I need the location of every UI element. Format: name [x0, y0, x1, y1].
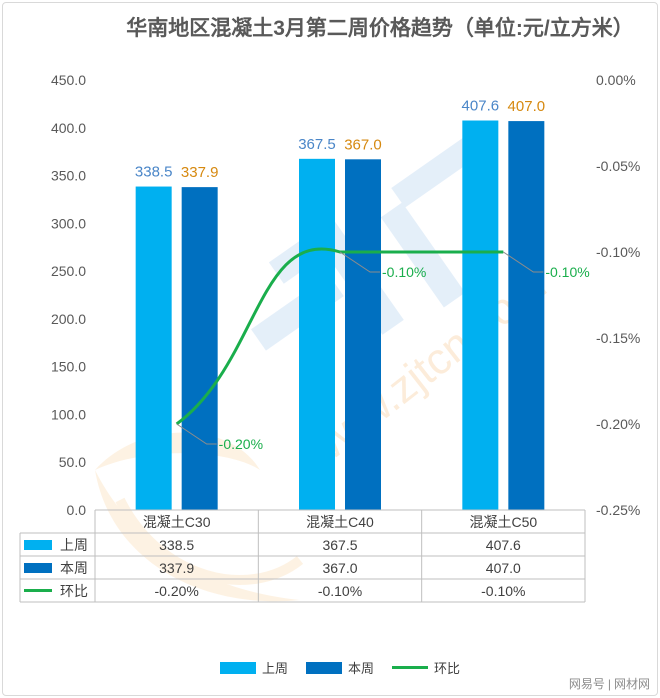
table-cell: 337.9 [159, 560, 194, 576]
table-cell: -0.10% [481, 583, 525, 599]
table-header-cell: 混凝土C30 [143, 514, 211, 530]
table-cell: -0.10% [318, 583, 362, 599]
y-tick-label: 250.0 [51, 263, 86, 279]
bar-value-label: 407.6 [462, 98, 500, 115]
mom-leader-line [176, 423, 217, 445]
legend-item-this-week: 本周 [306, 658, 374, 677]
legend-item-last-week: 上周 [220, 658, 288, 677]
table-legend-swatch [24, 563, 52, 573]
bar-last-week [299, 158, 335, 511]
y-tick-label: 0.0 [67, 502, 87, 518]
y2-tick-label: 0.00% [596, 72, 636, 88]
y-tick-label: 150.0 [51, 359, 86, 375]
bar-this-week [345, 159, 381, 511]
y2-tick-label: -0.25% [596, 502, 640, 518]
y-tick-label: 450.0 [51, 72, 86, 88]
legend-item-mom: 环比 [392, 658, 460, 677]
mom-value-label: -0.20% [219, 436, 263, 452]
table-legend-swatch [24, 540, 52, 550]
table-row-name: 环比 [60, 583, 88, 599]
mom-value-label: -0.10% [382, 264, 426, 280]
bar-value-label: 338.5 [135, 164, 173, 181]
legend-swatch-this-week [306, 661, 343, 674]
bar-value-label: 367.0 [344, 136, 382, 153]
y2-tick-label: -0.20% [596, 416, 640, 432]
mom-value-label: -0.10% [545, 264, 589, 280]
y-tick-label: 50.0 [59, 454, 86, 470]
y-tick-label: 100.0 [51, 406, 86, 422]
bar-last-week [462, 120, 499, 510]
legend-label-last-week: 上周 [262, 661, 289, 676]
table-cell: 338.5 [159, 537, 194, 553]
mom-leader-line [339, 251, 380, 273]
footer-left: 网易号 [568, 677, 605, 691]
table-cell: -0.20% [154, 583, 198, 599]
y-tick-label: 300.0 [51, 215, 86, 231]
legend-label-mom: 环比 [434, 661, 461, 676]
table-legend-swatch [24, 589, 52, 592]
table-header-cell: 混凝土C50 [469, 514, 537, 530]
y-tick-label: 350.0 [51, 168, 86, 184]
bar-this-week [181, 187, 218, 510]
table-cell: 367.5 [322, 537, 357, 553]
footer-right: 网材网 [613, 677, 650, 691]
bar-value-label: 367.5 [298, 136, 336, 153]
y2-tick-label: -0.10% [596, 244, 640, 260]
chart-title: 华南地区混凝土3月第二周价格趋势（单位:元/立方米） [126, 17, 634, 40]
table-cell: 407.0 [486, 560, 521, 576]
bar-this-week [508, 121, 545, 510]
table-cell: 407.6 [486, 537, 521, 553]
y2-tick-label: -0.05% [596, 158, 640, 174]
y-tick-label: 400.0 [51, 120, 86, 136]
legend-label-this-week: 本周 [348, 661, 375, 676]
y-tick-label: 200.0 [51, 311, 86, 327]
legend-swatch-last-week [220, 661, 256, 674]
bar-value-label: 407.0 [508, 98, 546, 115]
mom-leader-line [503, 251, 544, 273]
mom-line [175, 247, 504, 426]
bar-value-label: 337.9 [181, 164, 219, 181]
table-cell: 367.0 [322, 560, 357, 576]
bar-last-week [135, 186, 172, 511]
y2-tick-label: -0.15% [596, 330, 640, 346]
legend-swatch-mom [392, 666, 429, 669]
table-row-name: 上周 [60, 537, 88, 553]
table-row-name: 本周 [60, 560, 88, 576]
legend: 上周 本周 环比 [220, 658, 460, 677]
table-header-cell: 混凝土C40 [306, 514, 374, 530]
footer: 网易号 | 网材网 [568, 677, 650, 691]
